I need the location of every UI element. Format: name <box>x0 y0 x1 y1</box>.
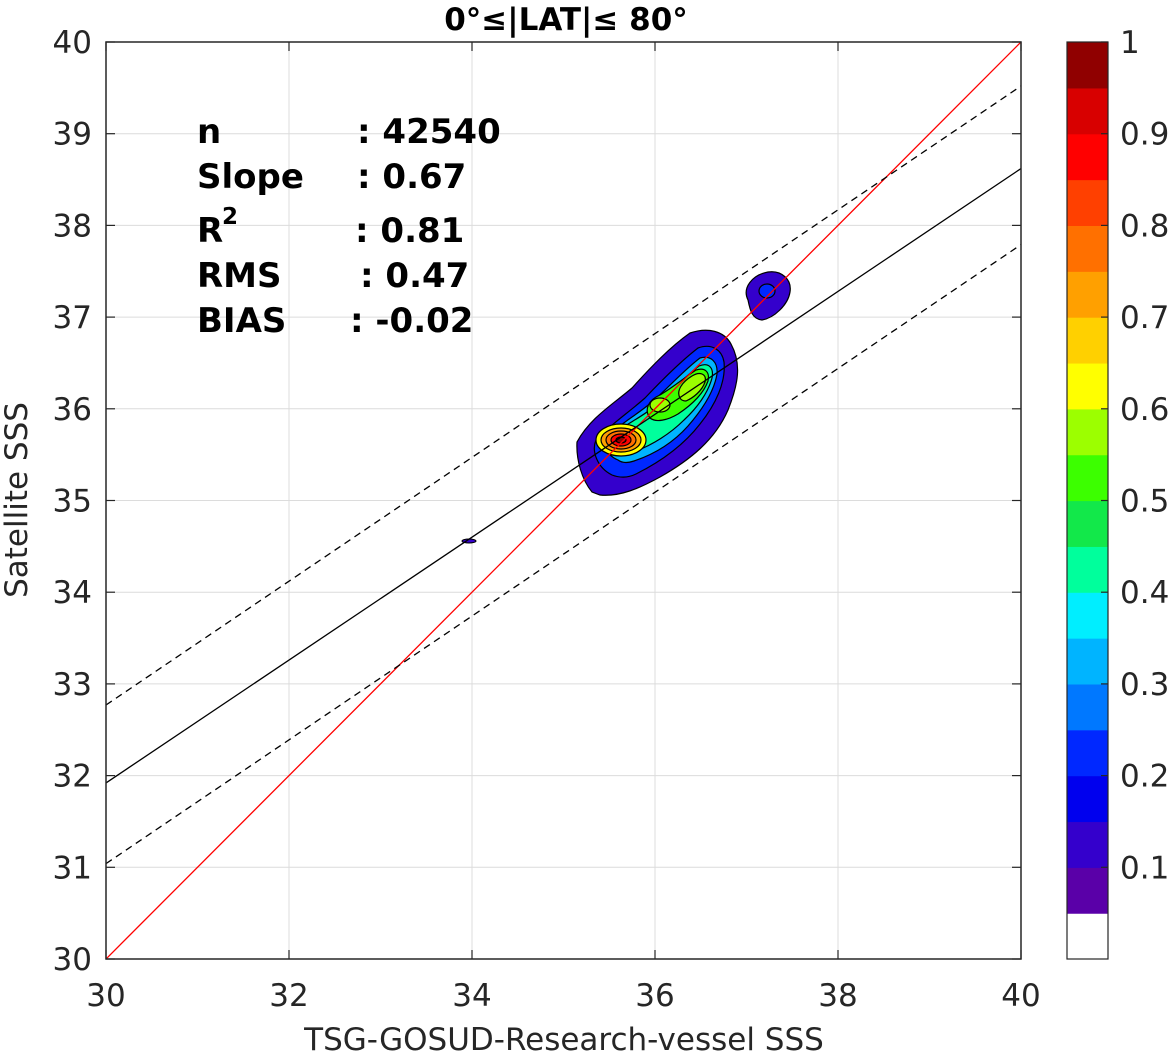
y-tick-label: 36 <box>53 392 92 428</box>
colorbar-tick-label: 0.1 <box>1120 850 1169 886</box>
chart-title: 0°≤|LAT|≤ 80° <box>444 2 688 38</box>
y-tick-label: 38 <box>53 208 92 244</box>
colorbar-tick-label: 0.3 <box>1120 667 1169 703</box>
colorbar-segment <box>1067 913 1108 960</box>
density-contours <box>461 271 791 544</box>
colorbar-segment <box>1067 133 1108 181</box>
colorbar-tick-label: 0.2 <box>1120 759 1169 795</box>
upper-bound-line <box>106 85 1021 706</box>
colorbar-segment <box>1067 408 1108 456</box>
colorbar-segment <box>1067 546 1108 593</box>
stat-r2-value: : 0.81 <box>355 211 464 251</box>
x-tick-label: 34 <box>452 978 491 1014</box>
y-tick-label: 31 <box>53 850 92 886</box>
colorbar-segment <box>1067 225 1108 272</box>
y-tick-label: 35 <box>53 484 92 520</box>
colorbar-segment <box>1067 362 1108 410</box>
x-tick-label: 30 <box>86 978 125 1014</box>
identity-line <box>106 42 1021 959</box>
colorbar-segment <box>1067 821 1108 868</box>
y-tick-labels: 30 31 32 33 34 35 36 37 38 39 40 <box>53 25 92 978</box>
stat-rms-label: RMS <box>197 256 282 296</box>
colorbar-segment <box>1067 775 1108 823</box>
x-tick-label: 40 <box>1001 978 1040 1014</box>
colorbar-segment <box>1067 592 1108 639</box>
x-tick-label: 38 <box>818 978 857 1014</box>
colorbar <box>1066 41 1109 960</box>
colorbar-segment <box>1067 729 1108 777</box>
lower-bound-line <box>106 244 1021 865</box>
colorbar-segment <box>1067 271 1108 318</box>
y-axis-label: Satellite SSS <box>0 402 35 598</box>
colorbar-tick-label: 1 <box>1120 25 1140 61</box>
x-tick-label: 36 <box>635 978 674 1014</box>
colorbar-segment <box>1067 179 1108 226</box>
y-tick-label: 37 <box>53 300 92 336</box>
colorbar-tick-label: 0.4 <box>1120 575 1169 611</box>
colorbar-tick-label: 0.9 <box>1120 117 1169 153</box>
reference-lines <box>106 42 1021 959</box>
y-tick-label: 40 <box>53 25 92 61</box>
statistics-annotation: n : 42540 Slope : 0.67 R 2 : 0.81 RMS : … <box>197 112 501 341</box>
colorbar-segment <box>1067 317 1108 364</box>
colorbar-tick-labels: 0.1 0.2 0.3 0.4 0.5 0.6 0.7 0.8 0.9 1 <box>1120 25 1169 886</box>
regression-line <box>106 168 1021 784</box>
x-tick-labels: 30 32 34 36 38 40 <box>86 978 1040 1014</box>
y-tick-label: 33 <box>53 667 92 703</box>
colorbar-segment <box>1067 42 1108 89</box>
y-tick-label: 34 <box>53 575 92 611</box>
colorbar-segment <box>1067 500 1108 547</box>
colorbar-segment <box>1067 87 1108 135</box>
x-tick-label: 32 <box>269 978 308 1014</box>
x-axis-label: TSG-GOSUD-Research-vessel SSS <box>303 1022 824 1055</box>
axis-ticks <box>105 41 1022 960</box>
stat-n-label: n <box>197 112 221 152</box>
stat-r2-sup: 2 <box>222 204 238 230</box>
colorbar-segment <box>1067 683 1108 731</box>
stat-slope-label: Slope <box>197 157 304 197</box>
y-tick-label: 30 <box>53 942 92 978</box>
colorbar-segment <box>1067 638 1108 685</box>
stat-rms-value: : 0.47 <box>360 256 469 296</box>
stat-n-value: : 42540 <box>357 112 501 152</box>
stat-bias-label: BIAS <box>197 301 286 341</box>
contour-outlier-inner <box>758 283 776 299</box>
stat-bias-value: : -0.02 <box>350 301 473 341</box>
stat-r2-label: R <box>197 211 223 251</box>
y-tick-label: 32 <box>53 759 92 795</box>
colorbar-tick-label: 0.5 <box>1120 484 1169 520</box>
colorbar-tick-label: 0.6 <box>1120 392 1169 428</box>
colorbar-tick-label: 0.7 <box>1120 300 1169 336</box>
colorbar-tick-label: 0.8 <box>1120 208 1169 244</box>
colorbar-segment <box>1067 867 1108 914</box>
stat-slope-value: : 0.67 <box>357 157 466 197</box>
y-tick-label: 39 <box>53 117 92 153</box>
colorbar-segment <box>1067 454 1108 502</box>
